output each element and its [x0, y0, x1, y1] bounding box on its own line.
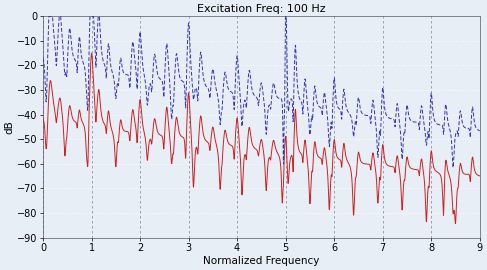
- X-axis label: Normalized Frequency: Normalized Frequency: [203, 256, 319, 266]
- Y-axis label: dB: dB: [4, 120, 14, 134]
- Title: Excitation Freq: 100 Hz: Excitation Freq: 100 Hz: [197, 4, 326, 14]
